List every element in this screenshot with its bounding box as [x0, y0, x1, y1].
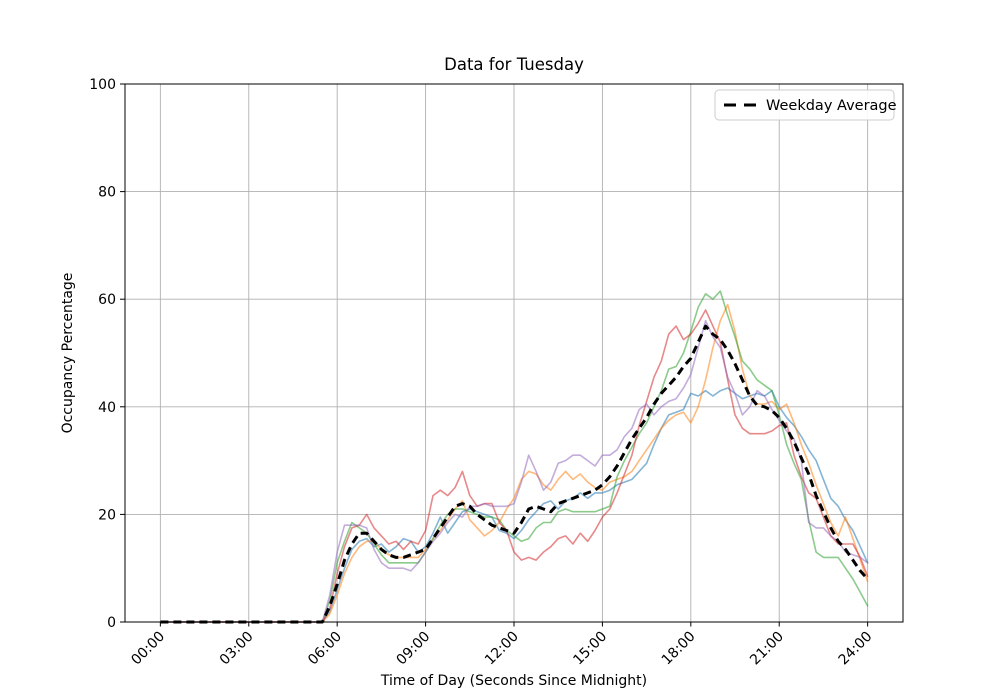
y-tick-label: 20 — [98, 507, 116, 523]
legend-frame — [714, 89, 895, 121]
y-tick-label: 100 — [89, 77, 116, 93]
x-tick-label: 03:00 — [217, 629, 257, 669]
x-tick-label: 00:00 — [128, 629, 168, 669]
x-tick-label: 24:00 — [836, 629, 876, 669]
y-tick-label: 40 — [98, 400, 116, 416]
y-axis-label: Occupancy Percentage — [60, 273, 76, 434]
axis-ticks: 00:00 03:00 06:00 09:00 12:00 15:00 18:00 21:00… — [89, 77, 875, 668]
x-tick-label: 12:00 — [482, 629, 522, 669]
y-tick-label: 0 — [107, 615, 116, 631]
x-tick-label: 21:00 — [747, 629, 787, 669]
x-tick-label: 15:00 — [570, 629, 610, 669]
chart-title: Data for Tuesday — [444, 55, 584, 74]
legend-entry-label: Weekday Average — [766, 98, 897, 114]
x-tick-label: 06:00 — [305, 629, 345, 669]
legend: Weekday Average — [714, 89, 897, 121]
y-tick-label: 80 — [98, 185, 116, 201]
x-axis-label: Time of Day (Seconds Since Midnight) — [380, 673, 647, 689]
x-tick-label: 18:00 — [659, 629, 699, 669]
y-tick-label: 60 — [98, 292, 116, 308]
gridlines — [125, 83, 903, 623]
x-tick-label: 09:00 — [394, 629, 434, 669]
